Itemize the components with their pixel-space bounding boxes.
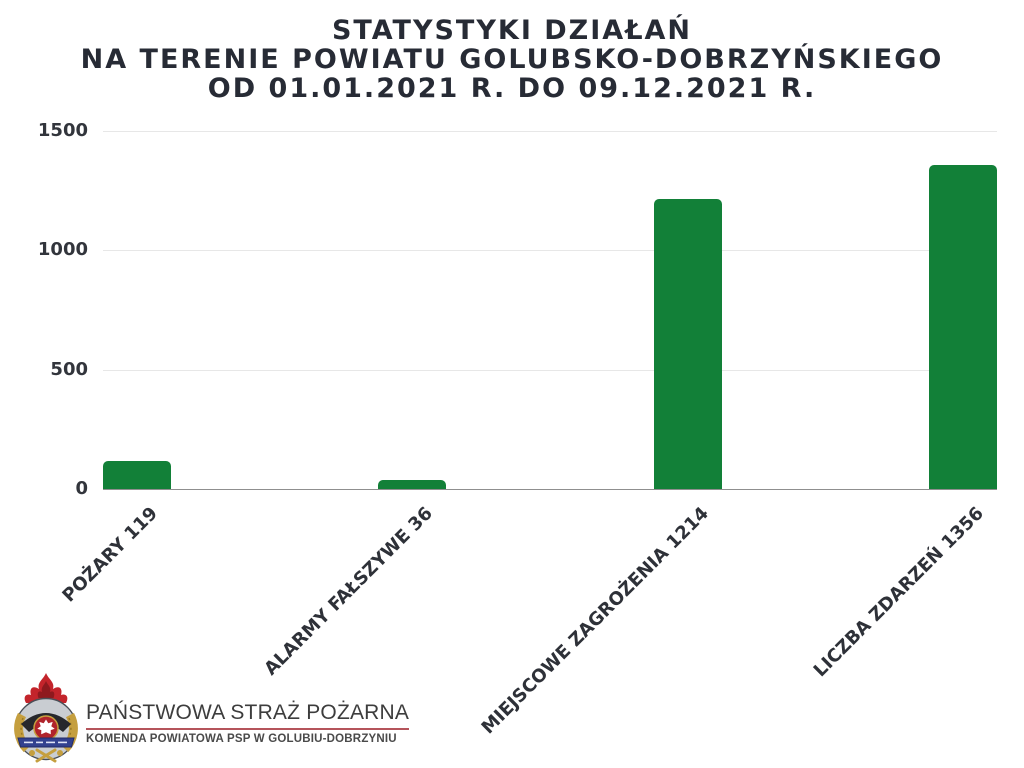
title-line-1: STATYSTYKI DZIAŁAŃ	[331, 15, 693, 46]
flame-icon	[24, 673, 68, 703]
title-line-3: OD 01.01.2021 R. DO 09.12.2021 R.	[207, 73, 817, 104]
title-line-2: NA TERENIE POWIATU GOLUBSKO-DOBRZYŃSKIEG…	[80, 44, 944, 75]
bar-4	[929, 165, 997, 489]
gridline-1500	[103, 131, 997, 132]
y-tick-label-1500: 1500	[37, 120, 88, 141]
x-category-label-3: MIEJSCOWE ZAGROŻENIA 1214	[477, 503, 713, 739]
bar-3	[653, 199, 722, 489]
banner-ribbon	[17, 737, 75, 748]
eagle-icon	[37, 719, 55, 735]
page-title: STATYSTYKI DZIAŁAŃ NA TERENIE POWIATU GO…	[0, 16, 1024, 103]
footer-logo: PAŃSTWOWA STRAŻ POŻARNA KOMENDA POWIATOW…	[14, 672, 410, 764]
x-axis-line	[103, 489, 997, 490]
plot-area	[103, 131, 997, 490]
crossed-axes-icon	[35, 748, 57, 763]
bar-1	[103, 460, 171, 489]
y-tick-label-500: 500	[50, 358, 88, 380]
org-name: PAŃSTWOWA STRAŻ POŻARNA	[86, 701, 410, 730]
x-category-label-4: LICZBA ZDARZEŃ 1356	[809, 503, 988, 682]
gridline-500	[103, 369, 997, 371]
unit-name: KOMENDA POWIATOWA PSP W GOLUBIU-DOBRZYNI…	[86, 733, 397, 745]
gridline-1000	[103, 250, 997, 252]
y-tick-label-1000: 1000	[37, 239, 88, 261]
y-tick-label-0: 0	[75, 478, 88, 499]
bar-2	[378, 480, 447, 489]
logo-text-block: PAŃSTWOWA STRAŻ POŻARNA KOMENDA POWIATOW…	[86, 672, 410, 745]
psp-crest-logo	[14, 673, 78, 763]
